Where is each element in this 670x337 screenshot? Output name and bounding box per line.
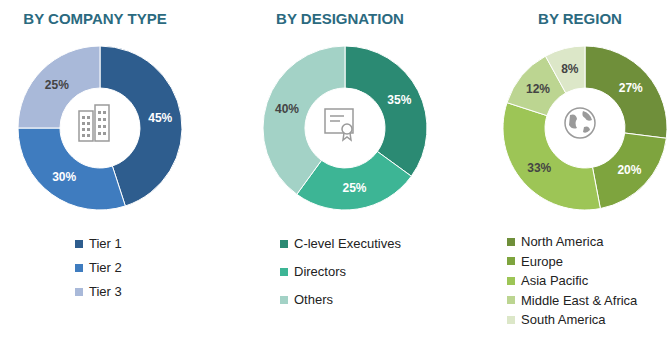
html-text:Directors: Directors — [294, 264, 346, 279]
html-text:Europe: Europe — [521, 253, 563, 269]
svg-text:30%: 30% — [52, 170, 76, 184]
svg-text:35%: 35% — [387, 93, 411, 107]
svg-text:12%: 12% — [526, 82, 550, 96]
html-text:South America: South America — [521, 312, 606, 327]
svg-text:33%: 33% — [527, 161, 551, 175]
html-text:Tier 2: Tier 2 — [89, 260, 122, 275]
svg-text:40%: 40% — [275, 102, 299, 116]
svg-text:8%: 8% — [561, 62, 579, 76]
svg-text:45%: 45% — [148, 111, 172, 125]
html-text:Tier 3: Tier 3 — [89, 284, 122, 299]
svg-text:25%: 25% — [343, 181, 367, 195]
html-text:Middle East & Africa: Middle East & Africa — [521, 292, 638, 308]
svg-text:25%: 25% — [45, 78, 69, 92]
html-text:Asia Pacific: Asia Pacific — [521, 273, 589, 288]
html-text:BY REGION: BY REGION — [538, 10, 622, 27]
svg-text:20%: 20% — [617, 163, 641, 177]
html-text:North America: North America — [521, 234, 604, 249]
html-text:Others: Others — [294, 292, 333, 307]
html-text:BY DESIGNATION: BY DESIGNATION — [276, 10, 404, 27]
html-text:BY COMPANY TYPE: BY COMPANY TYPE — [23, 10, 167, 27]
svg-text:27%: 27% — [619, 81, 643, 95]
html-text:C-level Executives: C-level Executives — [294, 236, 401, 251]
html-text:Tier 1: Tier 1 — [89, 236, 122, 251]
